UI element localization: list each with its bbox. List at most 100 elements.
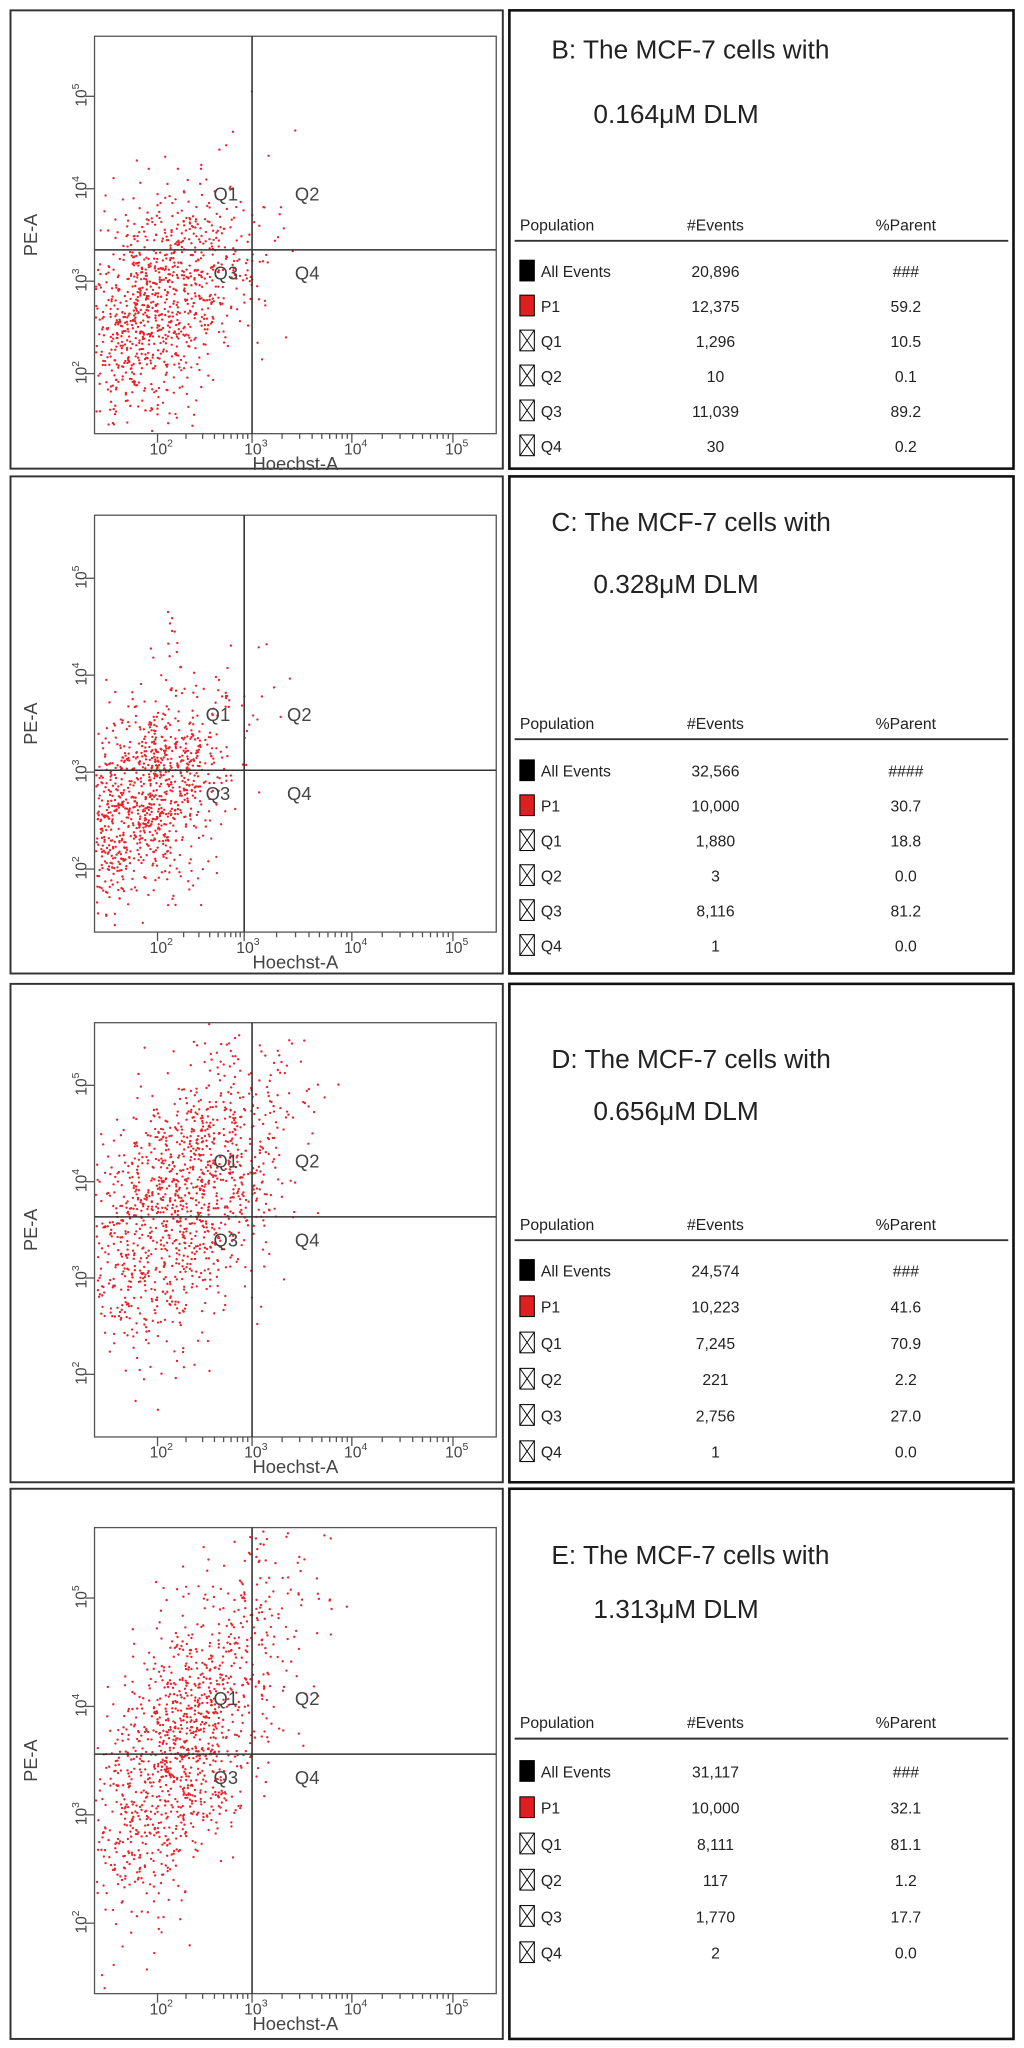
event-dot (203, 1134, 207, 1138)
event-dot (95, 774, 98, 777)
event-dot (109, 1311, 112, 1314)
event-dot (151, 1319, 154, 1323)
event-dot (126, 1782, 130, 1786)
event-dot (144, 838, 147, 842)
event-dot (208, 1126, 212, 1129)
tick-exponent: 5 (463, 1442, 469, 1453)
event-dot (125, 1202, 128, 1205)
event-dot (178, 1690, 181, 1693)
event-dot (179, 1217, 182, 1220)
event-dot (226, 1592, 230, 1595)
event-dot (142, 1712, 146, 1715)
event-dot (103, 835, 106, 839)
event-dot (195, 1091, 198, 1094)
event-dot (194, 1733, 197, 1737)
event-dot (224, 691, 227, 695)
event-dot (143, 1197, 146, 1200)
event-dot (217, 1716, 221, 1720)
event-dot (162, 1265, 166, 1268)
event-dot (221, 1178, 225, 1182)
event-dot (148, 795, 152, 799)
event-dot (252, 1172, 255, 1175)
event-dot (97, 810, 100, 813)
event-dot (143, 753, 146, 757)
event-dot (223, 246, 227, 249)
event-dot (156, 759, 159, 762)
event-dot (180, 691, 184, 695)
event-dot (197, 238, 201, 241)
event-dot (186, 792, 189, 795)
event-dot (162, 1195, 165, 1199)
event-dot (110, 1228, 113, 1232)
event-dot (181, 1804, 184, 1808)
event-dot (164, 1812, 167, 1815)
event-dot (183, 310, 187, 314)
event-dot (94, 285, 98, 288)
event-dot (129, 1280, 133, 1283)
event-dot (171, 280, 174, 284)
event-dot (191, 1168, 195, 1171)
event-dot (178, 1242, 181, 1245)
event-dot (226, 344, 230, 348)
event-dot (195, 1730, 198, 1733)
event-dot (103, 755, 107, 758)
event-dot (140, 270, 144, 274)
event-dot (217, 1642, 221, 1646)
event-dot (193, 278, 196, 281)
event-dot (101, 782, 104, 785)
event-dot (156, 1408, 160, 1411)
event-dot (237, 1187, 240, 1191)
event-dot (170, 230, 173, 234)
event-dot (171, 1320, 174, 1324)
event-dot (194, 752, 198, 755)
event-dot (115, 363, 118, 366)
event-dot (113, 1231, 116, 1235)
event-dot (136, 299, 140, 302)
event-dot (109, 1777, 112, 1780)
event-dot (139, 1866, 142, 1869)
event-dot (156, 764, 159, 768)
event-dot (132, 235, 135, 238)
event-dot (130, 1758, 133, 1761)
event-dot (158, 278, 161, 281)
event-dot (164, 839, 168, 842)
event-dot (124, 1810, 127, 1813)
event-dot (193, 1157, 196, 1161)
event-dot (179, 1702, 182, 1705)
event-dot (101, 326, 105, 329)
event-dot (210, 1805, 213, 1808)
event-dot (190, 869, 193, 873)
event-dot (136, 234, 139, 238)
event-dot (111, 729, 115, 732)
event-dot (140, 1224, 144, 1227)
tick-base: 10 (74, 1699, 91, 1717)
event-dot (201, 1125, 205, 1128)
event-dot (219, 1178, 223, 1182)
event-dot (152, 1114, 155, 1117)
event-dot (205, 1222, 208, 1225)
event-dot (215, 236, 218, 240)
tick-exponent: 5 (463, 439, 469, 450)
event-dot (239, 1790, 242, 1793)
event-dot (142, 762, 146, 765)
event-dot (163, 713, 167, 717)
event-dot (272, 1643, 275, 1646)
event-dot (148, 758, 151, 762)
event-dot (264, 1202, 268, 1205)
event-dot (182, 1346, 185, 1350)
event-dot (299, 1569, 302, 1573)
event-dot (182, 333, 185, 336)
event-dot (206, 1598, 209, 1601)
event-dot (135, 271, 138, 275)
event-dot (132, 1857, 136, 1861)
event-dot (207, 1180, 210, 1184)
tick-base: 10 (74, 1078, 91, 1096)
event-dot (110, 300, 113, 303)
event-dot (269, 1073, 272, 1077)
event-dot (153, 1147, 156, 1150)
event-dot (211, 713, 214, 717)
event-dot (255, 1598, 258, 1601)
event-dot (195, 1650, 199, 1653)
event-dot (184, 1178, 188, 1181)
event-dot (147, 339, 151, 342)
